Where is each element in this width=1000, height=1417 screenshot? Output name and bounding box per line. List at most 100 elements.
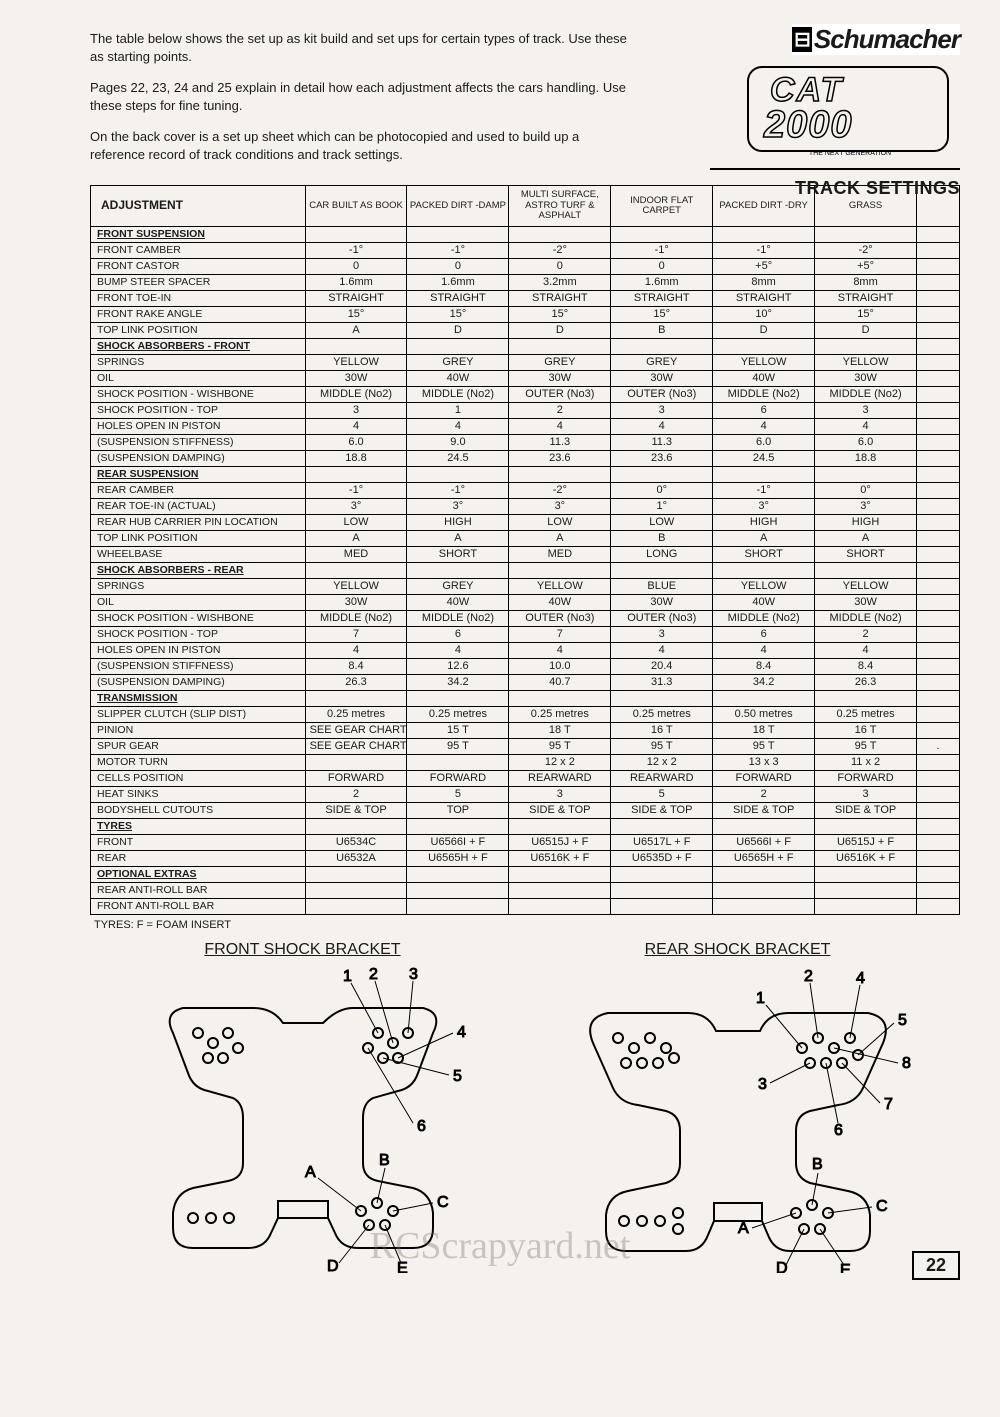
- row-label: BUMP STEER SPACER: [91, 274, 306, 290]
- table-cell: OUTER (No3): [611, 386, 713, 402]
- section-title: SHOCK ABSORBERS - REAR: [91, 562, 306, 578]
- table-cell: 11.3: [611, 434, 713, 450]
- table-cell: 10°: [713, 306, 815, 322]
- svg-text:B: B: [812, 1156, 823, 1173]
- svg-text:C: C: [876, 1198, 888, 1215]
- table-cell: [917, 306, 960, 322]
- table-cell: STRAIGHT: [611, 290, 713, 306]
- table-cell: 18.8: [305, 450, 407, 466]
- table-cell: LOW: [305, 514, 407, 530]
- table-row: SPRINGSYELLOWGREYYELLOWBLUEYELLOWYELLOW: [91, 578, 960, 594]
- table-cell: 7: [509, 626, 611, 642]
- table-row: HOLES OPEN IN PISTON444444: [91, 642, 960, 658]
- table-cell: [815, 882, 917, 898]
- table-cell: [713, 818, 815, 834]
- table-cell: 1°: [611, 498, 713, 514]
- table-cell: [611, 338, 713, 354]
- table-cell: U6566I + F: [713, 834, 815, 850]
- table-cell: 31.3: [611, 674, 713, 690]
- table-cell: [917, 322, 960, 338]
- table-cell: U6565H + F: [407, 850, 509, 866]
- table-row: WHEELBASEMEDSHORTMEDLONGSHORTSHORT: [91, 546, 960, 562]
- table-cell: 4: [305, 418, 407, 434]
- table-cell: [509, 818, 611, 834]
- table-cell: A: [407, 530, 509, 546]
- header-rule: [710, 168, 960, 170]
- row-label: MOTOR TURN: [91, 754, 306, 770]
- rear-shock-diagram: REAR SHOCK BRACKET: [538, 941, 938, 1278]
- table-cell: D: [407, 322, 509, 338]
- table-cell: -2°: [509, 242, 611, 258]
- table-cell: A: [713, 530, 815, 546]
- table-row: REAR HUB CARRIER PIN LOCATIONLOWHIGHLOWL…: [91, 514, 960, 530]
- row-label: REAR CAMBER: [91, 482, 306, 498]
- table-cell: [509, 338, 611, 354]
- table-cell: YELLOW: [509, 578, 611, 594]
- table-row: MOTOR TURN12 x 212 x 213 x 311 x 2: [91, 754, 960, 770]
- row-label: SLIPPER CLUTCH (SLIP DIST): [91, 706, 306, 722]
- table-cell: [713, 898, 815, 914]
- table-cell: [509, 882, 611, 898]
- row-label: (SUSPENSION STIFFNESS): [91, 658, 306, 674]
- table-cell: -1°: [713, 242, 815, 258]
- table-cell: -1°: [407, 242, 509, 258]
- table-cell: 16 T: [611, 722, 713, 738]
- table-cell: [509, 690, 611, 706]
- table-cell: 0: [407, 258, 509, 274]
- table-cell: 3: [815, 786, 917, 802]
- row-label: HOLES OPEN IN PISTON: [91, 418, 306, 434]
- table-cell: [917, 258, 960, 274]
- table-cell: [917, 722, 960, 738]
- table-cell: SIDE & TOP: [611, 802, 713, 818]
- table-cell: 23.6: [509, 450, 611, 466]
- table-cell: A: [305, 530, 407, 546]
- table-cell: GREY: [407, 578, 509, 594]
- table-cell: [917, 690, 960, 706]
- table-cell: -1°: [407, 482, 509, 498]
- table-cell: SHORT: [815, 546, 917, 562]
- table-cell: [917, 418, 960, 434]
- table-row: SPUR GEARSEE GEAR CHART95 T95 T95 T95 T9…: [91, 738, 960, 754]
- table-cell: 6.0: [713, 434, 815, 450]
- table-cell: YELLOW: [305, 354, 407, 370]
- table-cell: 2: [815, 626, 917, 642]
- table-cell: 3: [611, 626, 713, 642]
- table-cell: [407, 754, 509, 770]
- table-row: FRONT CAMBER-1°-1°-2°-1°-1°-2°: [91, 242, 960, 258]
- section-title: FRONT SUSPENSION: [91, 226, 306, 242]
- table-cell: 34.2: [713, 674, 815, 690]
- table-cell: [917, 802, 960, 818]
- svg-text:2: 2: [369, 966, 378, 983]
- table-cell: [917, 850, 960, 866]
- front-bracket-svg: 1 2 3 4 5 6 A B C D E: [113, 963, 493, 1273]
- table-cell: A: [305, 322, 407, 338]
- row-label: SHOCK POSITION - TOP: [91, 402, 306, 418]
- table-row: REARU6532AU6565H + FU6516K + FU6535D + F…: [91, 850, 960, 866]
- row-label: PINION: [91, 722, 306, 738]
- row-label: (SUSPENSION STIFFNESS): [91, 434, 306, 450]
- table-cell: [407, 818, 509, 834]
- table-cell: SHORT: [713, 546, 815, 562]
- table-cell: 40W: [713, 370, 815, 386]
- svg-text:E: E: [840, 1262, 851, 1273]
- row-label: FRONT TOE-IN: [91, 290, 306, 306]
- table-cell: A: [509, 530, 611, 546]
- table-cell: MIDDLE (No2): [713, 386, 815, 402]
- table-cell: U6516K + F: [815, 850, 917, 866]
- table-cell: SIDE & TOP: [305, 802, 407, 818]
- svg-text:6: 6: [834, 1122, 843, 1139]
- table-cell: 12.6: [407, 658, 509, 674]
- front-shock-diagram: FRONT SHOCK BRACKET: [113, 941, 493, 1278]
- table-row: FRONT CASTOR0000+5°+5°: [91, 258, 960, 274]
- table-cell: 0.25 metres: [407, 706, 509, 722]
- svg-text:A: A: [305, 1164, 316, 1181]
- svg-text:D: D: [327, 1258, 339, 1273]
- table-cell: -1°: [713, 482, 815, 498]
- table-cell: U6566I + F: [407, 834, 509, 850]
- table-row: FRONT TOE-INSTRAIGHTSTRAIGHTSTRAIGHTSTRA…: [91, 290, 960, 306]
- table-cell: [611, 562, 713, 578]
- table-cell: 6: [713, 402, 815, 418]
- table-row: SHOCK POSITION - TOP312363: [91, 402, 960, 418]
- table-cell: [509, 466, 611, 482]
- table-cell: [917, 242, 960, 258]
